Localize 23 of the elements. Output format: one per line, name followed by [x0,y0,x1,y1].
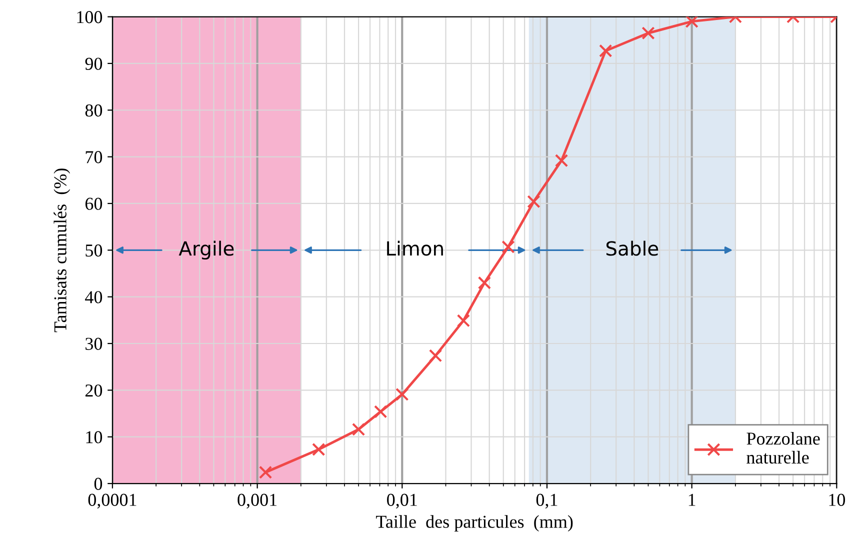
y-tick-label: 20 [85,384,102,397]
x-tick-label: 1 [688,494,696,506]
x-axis-title: Taille des particules (mm) [376,515,573,532]
y-tick-label: 80 [85,104,102,117]
annotation: Argile [178,240,234,260]
y-tick-label: 40 [85,291,102,304]
y-tick-label: 50 [86,244,102,257]
annotation: Limon [387,240,443,256]
y-tick-label: 90 [85,58,102,70]
x-tick-label: 0,1 [536,494,558,509]
y-tick-label: 0 [94,478,102,490]
y-tick-label: 10 [86,431,102,444]
y-tick-label: 60 [85,198,102,210]
x-tick-label: 0,001 [238,494,277,509]
x-tick-label: 0,0001 [88,494,136,509]
annotation: Sable [606,240,658,256]
x-tick-label: 10 [829,494,846,506]
y-axis-title: Tamisats cumulés (%) [54,168,70,332]
y-tick-label: 30 [86,338,102,350]
y-tick-label: 70 [86,151,102,164]
y-tick-label: 100 [77,11,102,24]
x-tick-label: 0,01 [387,494,417,509]
legend-label: Pozzolane naturelle [746,432,820,464]
